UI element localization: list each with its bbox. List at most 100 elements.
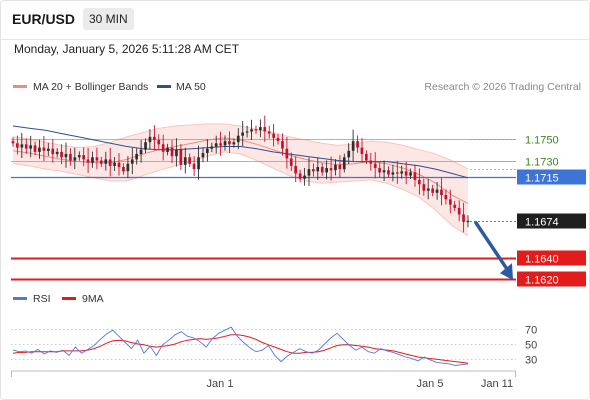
candle-body xyxy=(91,157,94,163)
candle-body xyxy=(139,149,143,154)
candle-body xyxy=(378,168,381,173)
candle-body xyxy=(157,140,161,145)
bollinger-legend-swatch xyxy=(13,85,27,88)
bollinger-upper-line xyxy=(12,123,469,170)
candle-body xyxy=(20,144,24,148)
candle-body xyxy=(426,188,430,191)
candle-body xyxy=(250,129,253,132)
candle-body xyxy=(312,169,315,172)
candle-body xyxy=(95,157,99,161)
candle-body xyxy=(11,141,15,144)
candle-body xyxy=(135,154,138,160)
level-resistance-1-1750-label: 1.1750 xyxy=(525,135,559,147)
candle-body xyxy=(360,147,364,155)
candle-body xyxy=(47,148,50,151)
rsi-panel: 70 50 30 xyxy=(11,325,537,367)
candle-body xyxy=(342,157,346,170)
candle-body xyxy=(440,189,443,195)
ma50-legend-label: MA 50 xyxy=(176,81,206,93)
candle-body xyxy=(214,143,218,147)
candle-body xyxy=(298,173,302,179)
timeframe-badge[interactable]: 30 MIN xyxy=(83,8,134,30)
time-axis-tick-label: Jan 11 xyxy=(481,378,513,390)
level-last-1-1674-label: 1.1674 xyxy=(525,217,559,229)
candle-body xyxy=(449,199,452,205)
price-levels xyxy=(11,139,516,281)
ma9-legend-swatch xyxy=(62,297,76,300)
ma50-legend-swatch xyxy=(157,85,171,88)
bollinger-bands xyxy=(12,123,469,237)
ma9-legend-label: 9MA xyxy=(82,293,104,305)
forecast-arrow-shaft xyxy=(474,221,509,271)
candle-body xyxy=(263,127,267,132)
candle-body xyxy=(55,151,59,155)
candle-body xyxy=(175,149,178,157)
candle-body xyxy=(122,167,125,172)
level-support-1-1640-box xyxy=(517,250,586,266)
candle-body xyxy=(64,154,68,158)
bollinger-band-fill xyxy=(13,123,468,236)
candle-body xyxy=(294,165,297,174)
candle-body xyxy=(351,141,355,151)
candle-body xyxy=(210,146,214,149)
research-credit: Research © 2026 Trading Central xyxy=(424,81,581,93)
candle-body xyxy=(100,160,103,164)
time-axis-tick-label: Jan 5 xyxy=(417,378,444,390)
candle-body xyxy=(356,141,359,148)
candle-body xyxy=(42,147,46,151)
candle-body xyxy=(267,131,271,134)
candle-body xyxy=(289,158,293,166)
candle-body xyxy=(347,150,351,158)
rsi-ma9-line xyxy=(12,334,469,364)
candle-body xyxy=(435,189,439,193)
level-pivot-1-1715-label: 1.1715 xyxy=(525,173,559,185)
candle-body xyxy=(365,154,368,161)
candle-body xyxy=(329,168,333,171)
candle-body xyxy=(60,151,63,158)
candle-body xyxy=(166,147,169,152)
candle-body xyxy=(232,142,236,145)
rsi-legend-swatch xyxy=(13,297,27,300)
candle-body xyxy=(431,188,434,193)
candle-body xyxy=(77,155,81,158)
candle-body xyxy=(444,195,448,200)
level-support-1-1620-box xyxy=(517,271,586,287)
level-resistance-1-1730-label: 1.1730 xyxy=(525,157,559,169)
candlesticks xyxy=(11,115,470,233)
candle-body xyxy=(236,135,240,143)
candle-body xyxy=(413,172,417,180)
candle-body xyxy=(404,171,408,176)
candle-body xyxy=(24,144,28,149)
candle-body xyxy=(201,153,205,158)
candle-body xyxy=(259,127,262,131)
candle-body xyxy=(170,147,174,157)
candle-body xyxy=(108,159,112,166)
candle-body xyxy=(245,131,249,133)
candle-body xyxy=(161,144,165,152)
instrument-symbol: EUR/USD xyxy=(12,11,76,27)
level-labels: 1.1750 1.1730 1.1715 1.1674 1.1640 1.1620 xyxy=(517,135,586,287)
forecast-arrow-head xyxy=(500,263,513,281)
candle-body xyxy=(126,163,130,172)
candle-body xyxy=(82,155,85,160)
candle-body xyxy=(338,164,342,170)
candle-body xyxy=(219,143,222,146)
candle-body xyxy=(382,170,386,173)
rsi-legend: RSI 9MA xyxy=(13,293,104,305)
candle-body xyxy=(391,172,395,175)
candle-body xyxy=(369,160,373,164)
rsi-line xyxy=(12,326,469,366)
rsi-tick-label: 70 xyxy=(525,325,537,337)
candle-body xyxy=(117,162,121,167)
candle-body xyxy=(197,157,200,170)
level-pivot-1-1715-box xyxy=(517,169,586,185)
candle-body xyxy=(51,148,55,155)
candle-body xyxy=(316,167,320,172)
candle-body xyxy=(188,157,191,164)
candle-body xyxy=(130,159,134,164)
candle-body xyxy=(276,137,280,142)
candle-body xyxy=(466,220,470,223)
candle-body xyxy=(179,149,183,165)
rsi-tick-label: 50 xyxy=(525,340,537,352)
